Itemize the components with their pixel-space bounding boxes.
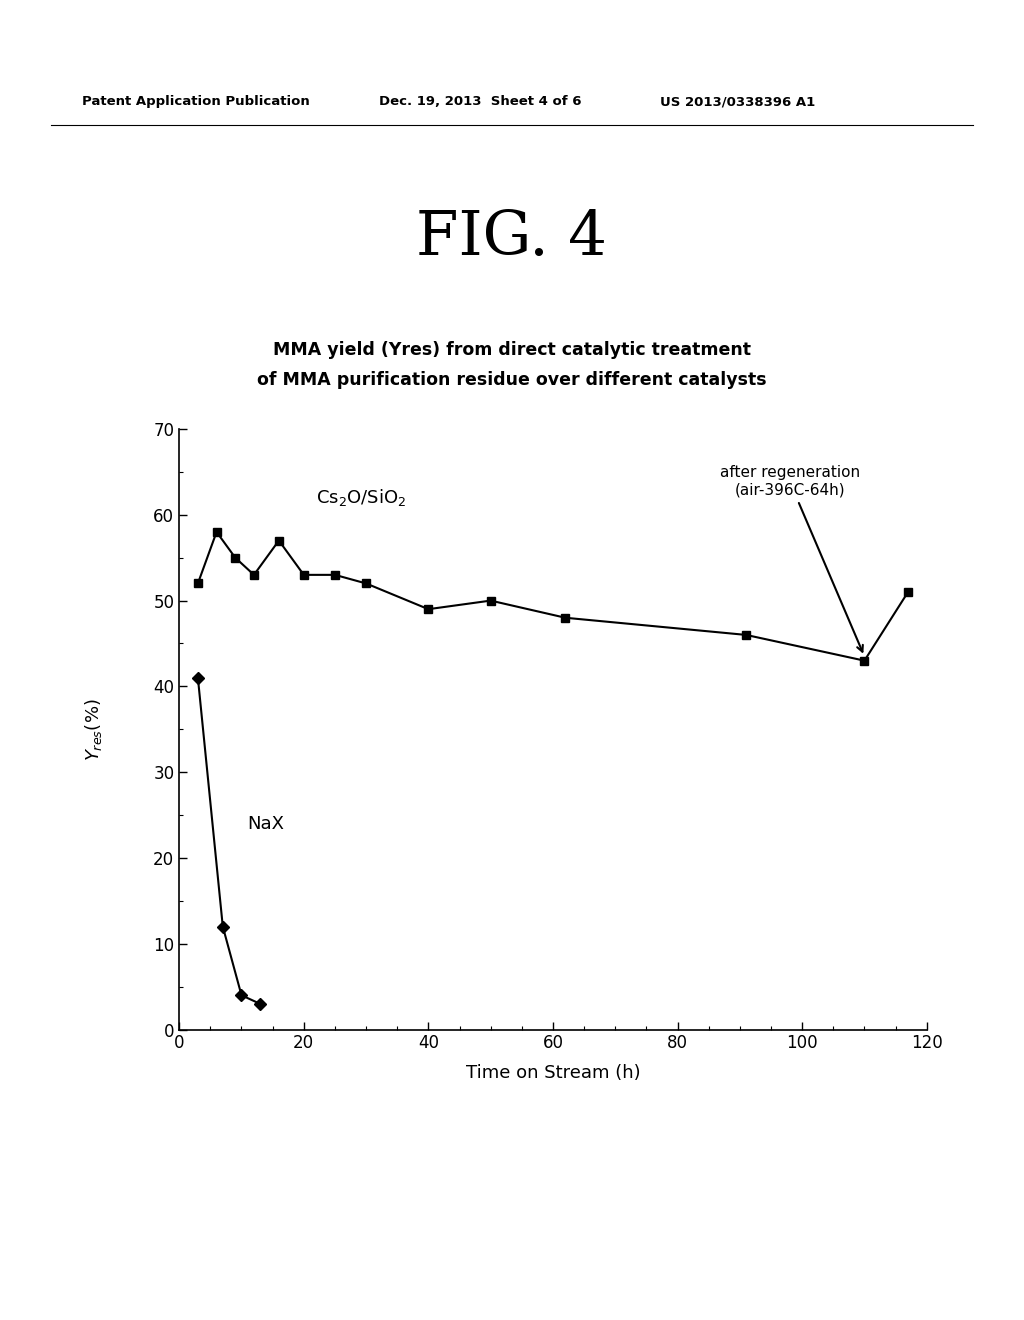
Text: MMA yield (Yres) from direct catalytic treatment: MMA yield (Yres) from direct catalytic t… <box>273 341 751 359</box>
Text: FIG. 4: FIG. 4 <box>417 207 607 268</box>
Text: $Y_{res}$(%): $Y_{res}$(%) <box>83 698 103 760</box>
X-axis label: Time on Stream (h): Time on Stream (h) <box>466 1064 640 1081</box>
Text: after regeneration
(air-396C-64h): after regeneration (air-396C-64h) <box>720 465 863 652</box>
Text: US 2013/0338396 A1: US 2013/0338396 A1 <box>660 95 816 108</box>
Text: NaX: NaX <box>248 814 285 833</box>
Text: $\mathregular{Cs_2O/SiO_2}$: $\mathregular{Cs_2O/SiO_2}$ <box>316 487 407 508</box>
Text: Patent Application Publication: Patent Application Publication <box>82 95 309 108</box>
Text: of MMA purification residue over different catalysts: of MMA purification residue over differe… <box>257 371 767 389</box>
Text: Dec. 19, 2013  Sheet 4 of 6: Dec. 19, 2013 Sheet 4 of 6 <box>379 95 582 108</box>
